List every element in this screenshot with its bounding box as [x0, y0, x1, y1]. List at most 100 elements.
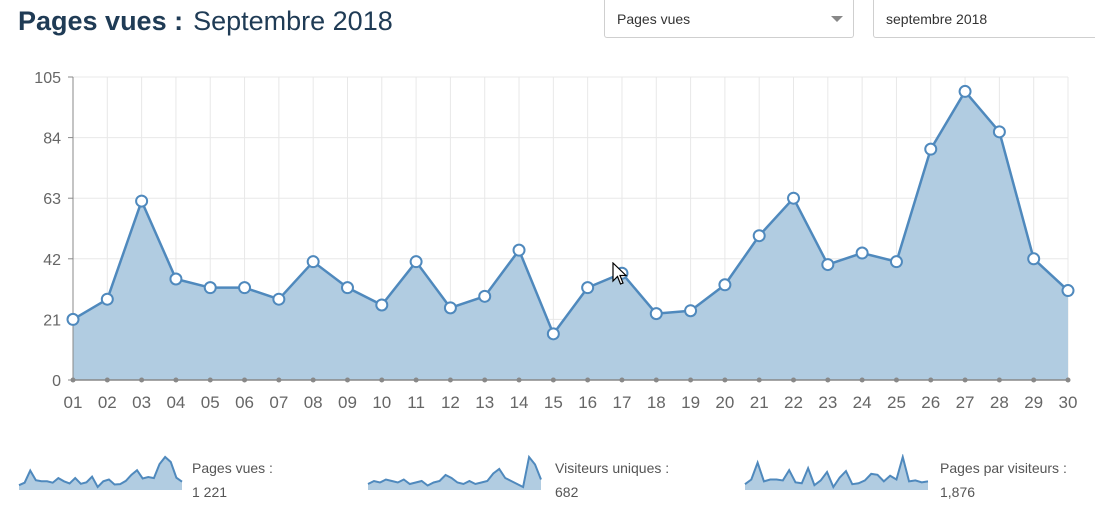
x-tick-mark — [413, 377, 419, 383]
sparkline-pages-vues — [18, 455, 183, 490]
x-tick-label: 28 — [990, 393, 1009, 412]
data-point[interactable] — [855, 246, 869, 260]
x-tick-mark — [825, 377, 831, 383]
x-tick-label: 18 — [647, 393, 666, 412]
stat-pages-par-visiteurs[interactable]: Pages par visiteurs : 1,876 — [744, 450, 1094, 506]
stat-value: 1 221 — [192, 484, 228, 500]
x-tick-mark — [447, 377, 453, 383]
data-point[interactable] — [443, 301, 457, 315]
x-tick-mark — [688, 377, 694, 383]
data-point[interactable] — [203, 281, 217, 295]
data-point[interactable] — [889, 255, 903, 269]
stat-label: Visiteurs uniques : — [555, 460, 670, 476]
data-point[interactable] — [787, 191, 801, 205]
stat-pages-vues[interactable]: Pages vues : 1 221 — [18, 450, 358, 506]
x-tick-label: 04 — [166, 393, 185, 412]
data-point[interactable] — [924, 142, 938, 156]
data-point[interactable] — [375, 298, 389, 312]
x-tick-mark — [996, 377, 1002, 383]
stat-label: Pages par visiteurs : — [940, 460, 1067, 476]
y-tick-label: 42 — [43, 252, 61, 269]
area-fill — [73, 91, 1068, 380]
page-title: Pages vues : Septembre 2018 — [18, 6, 393, 42]
sparkline-pages-par-visiteurs — [744, 454, 929, 490]
data-point[interactable] — [718, 278, 732, 292]
data-point[interactable] — [752, 229, 766, 243]
sparkline-line — [744, 454, 929, 490]
x-tick-label: 22 — [784, 393, 803, 412]
x-tick-label: 27 — [956, 393, 975, 412]
data-point[interactable] — [340, 281, 354, 295]
stat-visiteurs-uniques[interactable]: Visiteurs uniques : 682 — [367, 450, 707, 506]
stat-value: 1,876 — [940, 484, 976, 500]
x-tick-label: 11 — [407, 393, 425, 412]
date-select[interactable]: septembre 2018 — [873, 0, 1095, 38]
x-tick-label: 06 — [235, 393, 254, 412]
x-tick-label: 13 — [475, 393, 494, 412]
x-tick-label: 24 — [853, 393, 872, 412]
x-tick-label: 30 — [1059, 393, 1078, 412]
stat-label: Pages vues : — [192, 460, 273, 476]
x-tick-label: 01 — [64, 393, 83, 412]
y-tick-label: 21 — [43, 312, 61, 329]
data-point[interactable] — [958, 84, 972, 98]
sparkline-area — [745, 457, 928, 490]
x-tick-mark — [139, 377, 145, 383]
data-point[interactable] — [1027, 252, 1041, 266]
data-point[interactable] — [100, 292, 114, 306]
data-point[interactable] — [546, 327, 560, 341]
data-point[interactable] — [512, 243, 526, 257]
x-tick-label: 23 — [818, 393, 837, 412]
sparkline-line — [367, 454, 542, 489]
data-point[interactable] — [135, 194, 149, 208]
x-tick-label: 29 — [1024, 393, 1043, 412]
sparkline-line — [18, 455, 183, 489]
x-tick-mark — [70, 377, 76, 383]
x-tick-mark — [653, 377, 659, 383]
sparkline-visiteurs-uniques — [367, 454, 542, 490]
x-tick-mark — [207, 377, 213, 383]
sparkline-area — [19, 457, 182, 490]
data-point[interactable] — [272, 292, 286, 306]
x-tick-label: 19 — [681, 393, 700, 412]
x-tick-label: 21 — [750, 393, 769, 412]
x-tick-label: 26 — [921, 393, 940, 412]
x-tick-mark — [893, 377, 899, 383]
x-tick-label: 07 — [269, 393, 288, 412]
x-tick-mark — [791, 377, 797, 383]
data-point[interactable] — [169, 272, 183, 286]
x-tick-label: 03 — [132, 393, 151, 412]
x-tick-mark — [859, 377, 865, 383]
x-tick-label: 20 — [715, 393, 734, 412]
data-point[interactable] — [649, 307, 663, 321]
x-tick-label: 12 — [441, 393, 460, 412]
x-tick-mark — [962, 377, 968, 383]
x-tick-mark — [276, 377, 282, 383]
data-point[interactable] — [238, 281, 252, 295]
x-tick-label: 02 — [98, 393, 117, 412]
x-tick-label: 09 — [338, 393, 357, 412]
data-point[interactable] — [581, 281, 595, 295]
data-point[interactable] — [409, 255, 423, 269]
chevron-down-icon — [831, 16, 843, 22]
x-tick-mark — [1065, 377, 1071, 383]
metric-select[interactable]: Pages vues — [604, 0, 854, 38]
data-point[interactable] — [66, 312, 80, 326]
x-tick-mark — [619, 377, 625, 383]
x-tick-label: 25 — [887, 393, 906, 412]
data-point[interactable] — [821, 258, 835, 272]
x-tick-mark — [104, 377, 110, 383]
y-tick-label: 63 — [43, 191, 61, 208]
x-tick-label: 15 — [544, 393, 563, 412]
data-point[interactable] — [478, 289, 492, 303]
data-point[interactable] — [992, 125, 1006, 139]
x-tick-mark — [310, 377, 316, 383]
data-point[interactable] — [684, 304, 698, 318]
x-tick-label: 14 — [510, 393, 529, 412]
data-point[interactable] — [1061, 284, 1075, 298]
page-views-chart: 0 21 42 63 84 105 01 02 03 04 05 06 07 08 09 10 11 12 13 14… — [34, 70, 1078, 412]
date-select-value: septembre 2018 — [886, 10, 988, 27]
x-tick-mark — [756, 377, 762, 383]
x-tick-label: 05 — [201, 393, 220, 412]
data-point[interactable] — [306, 255, 320, 269]
